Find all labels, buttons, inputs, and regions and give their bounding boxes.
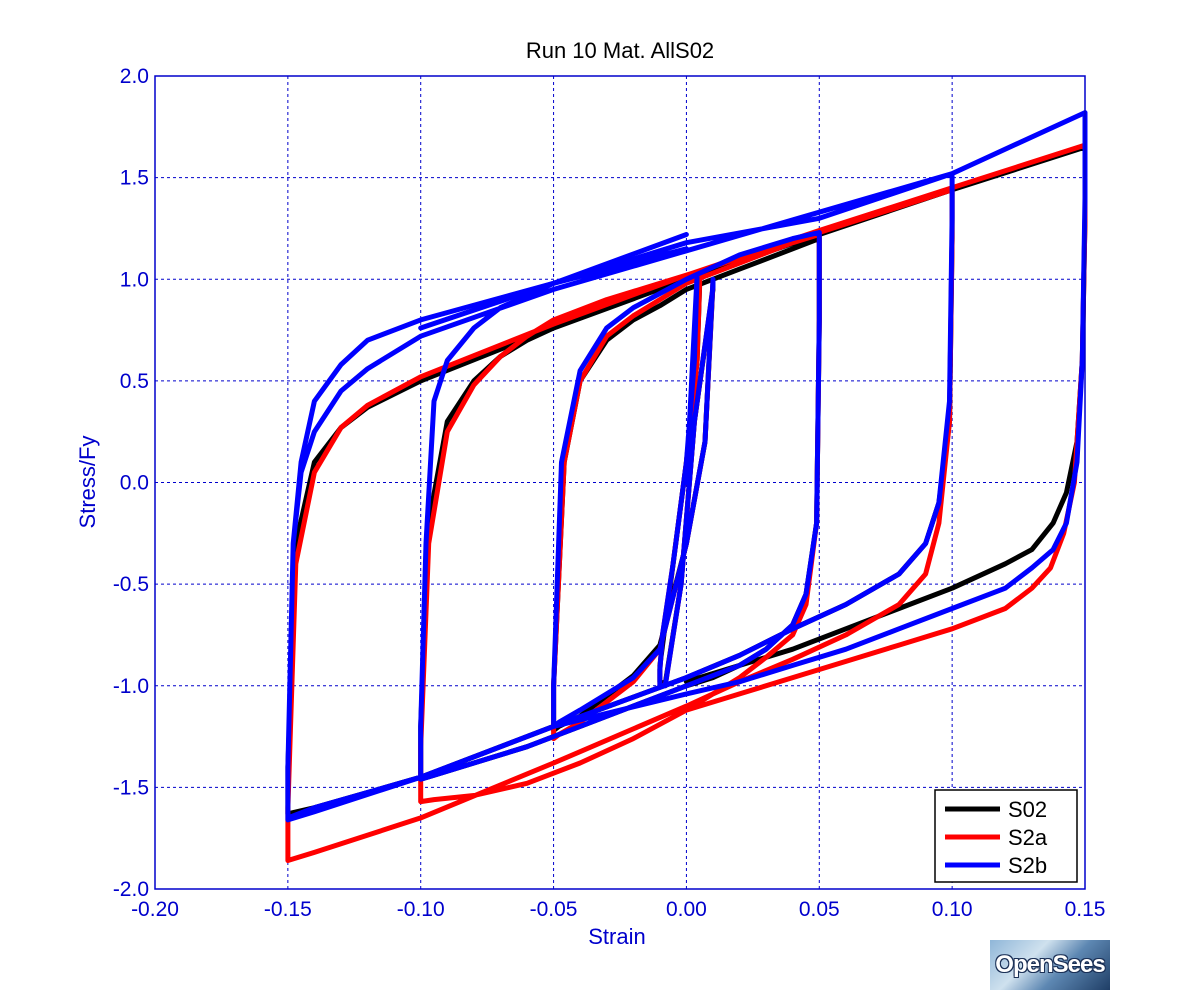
opensees-logo: OpenSees: [990, 940, 1110, 990]
series-group: [285, 110, 1088, 863]
logo-text: OpenSees: [995, 951, 1105, 978]
plot-frame: [154, 75, 1086, 890]
series-line-s2b: [285, 110, 1088, 823]
x-tick-label: -0.20: [131, 898, 179, 921]
x-tick-label: 0.10: [932, 898, 973, 921]
y-tick-label: 2.0: [120, 65, 149, 88]
legend-label-s2a: S2a: [1008, 825, 1048, 850]
y-tick-label: -1.5: [113, 776, 149, 799]
y-axis-label: Stress/Fy: [75, 436, 100, 529]
y-tick-label: 1.5: [120, 167, 149, 190]
y-tick-label: -1.0: [113, 675, 149, 698]
x-tick-label: -0.10: [397, 898, 445, 921]
series-tail-s2b: [418, 232, 689, 331]
chart-title: Run 10 Mat. AllS02: [526, 38, 714, 63]
legend-label-s2b: S2b: [1008, 853, 1047, 878]
x-tick-label: 0.15: [1065, 898, 1106, 921]
x-axis-label: Strain: [588, 924, 645, 949]
tick-labels: -0.20 -0.15 -0.10 -0.05 0.00 0.05 0.10 0.15 -2.0…: [113, 65, 1106, 921]
y-tick-label: 1.0: [120, 268, 149, 291]
x-tick-label: 0.00: [666, 898, 707, 921]
x-tick-label: -0.15: [264, 898, 312, 921]
legend-label-s02: S02: [1008, 797, 1047, 822]
y-tick-label: 0.5: [120, 370, 149, 393]
y-tick-label: -2.0: [113, 878, 149, 901]
legend: S02 S2a S2b: [934, 789, 1078, 883]
y-tick-label: -0.5: [113, 573, 149, 596]
x-tick-label: -0.05: [530, 898, 578, 921]
y-tick-label: 0.0: [120, 472, 149, 495]
x-tick-label: 0.05: [799, 898, 840, 921]
